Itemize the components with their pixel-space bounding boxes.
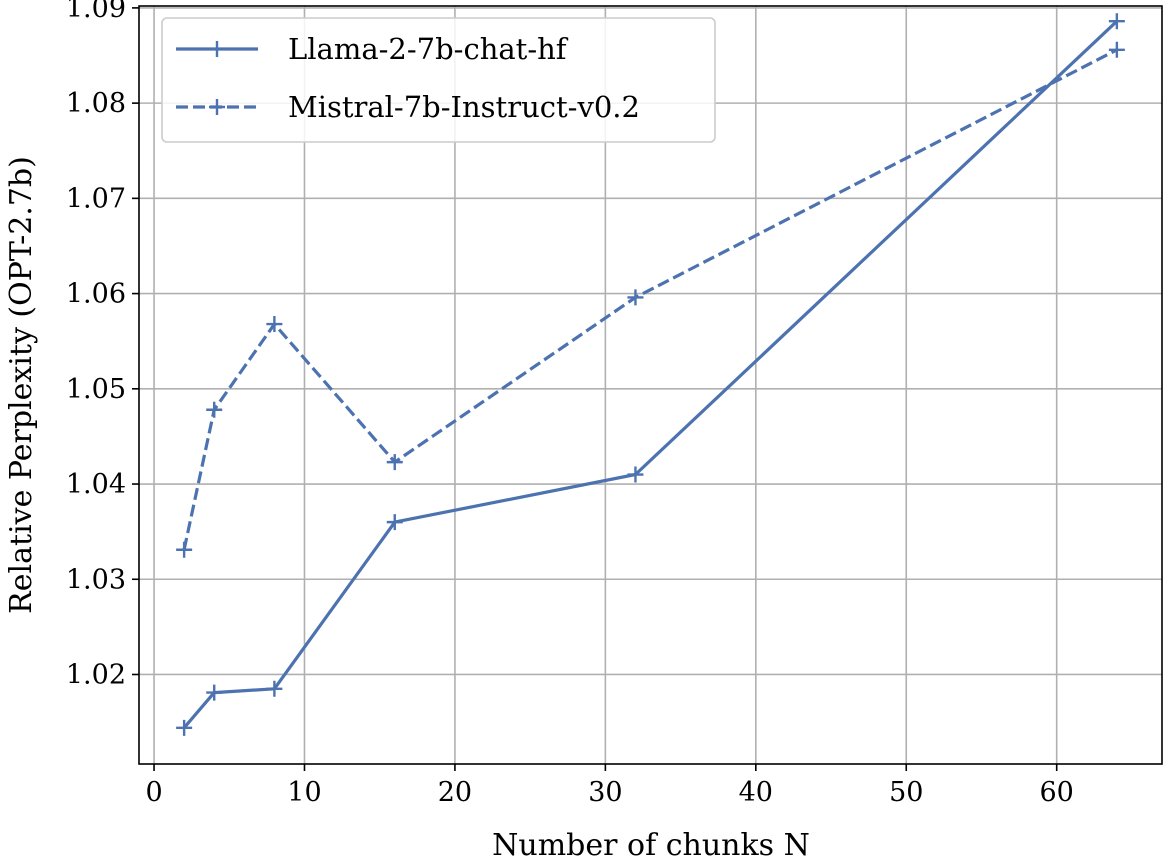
data-point (386, 514, 403, 531)
series-1 (176, 13, 1125, 736)
data-point (627, 466, 644, 483)
legend-box (161, 17, 716, 143)
series-line (182, 20, 1118, 729)
data-point (1108, 13, 1125, 30)
ticks: 0 10 20 30 40 50 60 1.02 1.03 1.04 1.05 1.06 1.07 1.0… (66, 0, 1074, 808)
data-point (206, 401, 223, 418)
y-tick-label: 1.04 (66, 469, 126, 500)
data-point (266, 316, 283, 333)
data-point (386, 454, 403, 471)
y-tick-label: 1.07 (66, 183, 126, 214)
data-point (266, 680, 283, 697)
y-tick-label: 1.09 (66, 0, 126, 24)
legend-entry: Mistral-7b-Instruct-v0.2 (176, 90, 640, 124)
y-axis-label: Relative Perplexity (OPT-2.7b) (4, 156, 39, 614)
series-line (182, 48, 1118, 551)
y-tick-label: 1.05 (66, 374, 126, 405)
plot-frame (138, 5, 1163, 765)
x-tick-label: 30 (588, 777, 622, 808)
x-tick-label: 40 (739, 777, 773, 808)
series-2 (176, 41, 1125, 558)
legend-marker (209, 99, 225, 115)
legend-marker (209, 41, 225, 57)
data-point (176, 541, 193, 558)
x-tick-label: 0 (145, 777, 162, 808)
y-tick-label: 1.08 (66, 88, 126, 119)
series-group (176, 13, 1125, 736)
data-point (176, 719, 193, 736)
data-point (627, 289, 644, 306)
y-tick-label: 1.06 (66, 279, 126, 310)
legend: Llama-2-7b-chat-hf Mistral-7b-Instruct-v0… (161, 17, 716, 143)
y-tick-label: 1.03 (66, 564, 126, 595)
data-point (1108, 41, 1125, 58)
legend-label: Llama-2-7b-chat-hf (288, 32, 569, 66)
x-tick-label: 20 (438, 777, 472, 808)
data-point (206, 684, 223, 701)
x-axis-label: Number of chunks N (492, 828, 810, 863)
x-tick-label: 60 (1040, 777, 1074, 808)
legend-entry: Llama-2-7b-chat-hf (176, 32, 569, 66)
x-tick-label: 50 (889, 777, 923, 808)
legend-label: Mistral-7b-Instruct-v0.2 (288, 90, 640, 124)
y-tick-label: 1.02 (66, 659, 126, 690)
x-tick-label: 10 (287, 777, 321, 808)
